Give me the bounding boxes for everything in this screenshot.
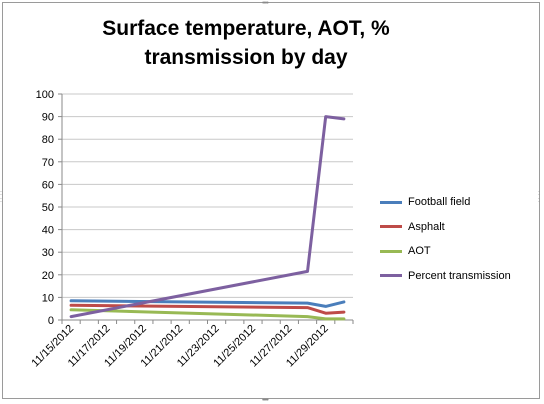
y-tick-label: 60 [42,179,54,191]
y-tick-label: 70 [42,157,54,169]
chart-title-line-2: transmission by day [144,46,348,69]
legend-label: AOT [408,245,431,258]
legend-item: Percent transmission [380,264,511,289]
legend-item: AOT [380,239,511,264]
legend-swatch [380,200,402,204]
resize-handle-right-icon[interactable]: :: [538,190,540,204]
series-line [69,308,346,321]
legend-swatch [380,274,402,278]
legend-swatch [380,249,402,253]
series-line [69,115,346,319]
y-tick-label: 10 [42,292,54,304]
series-line [69,299,346,308]
legend-label: Football field [408,196,471,209]
y-tick-label: 100 [36,89,54,101]
y-tick-label: 90 [42,112,54,124]
y-tick-label: 80 [42,134,54,146]
resize-handle-left-icon[interactable]: :: [0,190,2,204]
chart-title-line-1: Surface temperature, AOT, % [102,17,390,40]
chart-title: Surface temperature, AOT, % transmission… [86,14,406,72]
legend-swatch [380,225,402,229]
y-tick-label: 50 [42,202,54,214]
y-tick-label: 40 [42,225,54,237]
y-tick-label: 0 [48,315,54,327]
legend-item: Asphalt [380,215,511,240]
resize-handle-bottom-icon[interactable]: •••• [262,397,269,404]
y-tick-label: 20 [42,270,54,282]
y-tick-label: 30 [42,247,54,259]
legend-label: Percent transmission [408,269,511,282]
series-line [69,303,346,315]
legend-item: Football field [380,190,511,215]
legend: Football field Asphalt AOT Percent transmis… [380,190,511,288]
legend-label: Asphalt [408,220,445,233]
chart-frame[interactable] [2,2,540,399]
resize-handle-top-icon[interactable]: •••• [262,0,269,7]
